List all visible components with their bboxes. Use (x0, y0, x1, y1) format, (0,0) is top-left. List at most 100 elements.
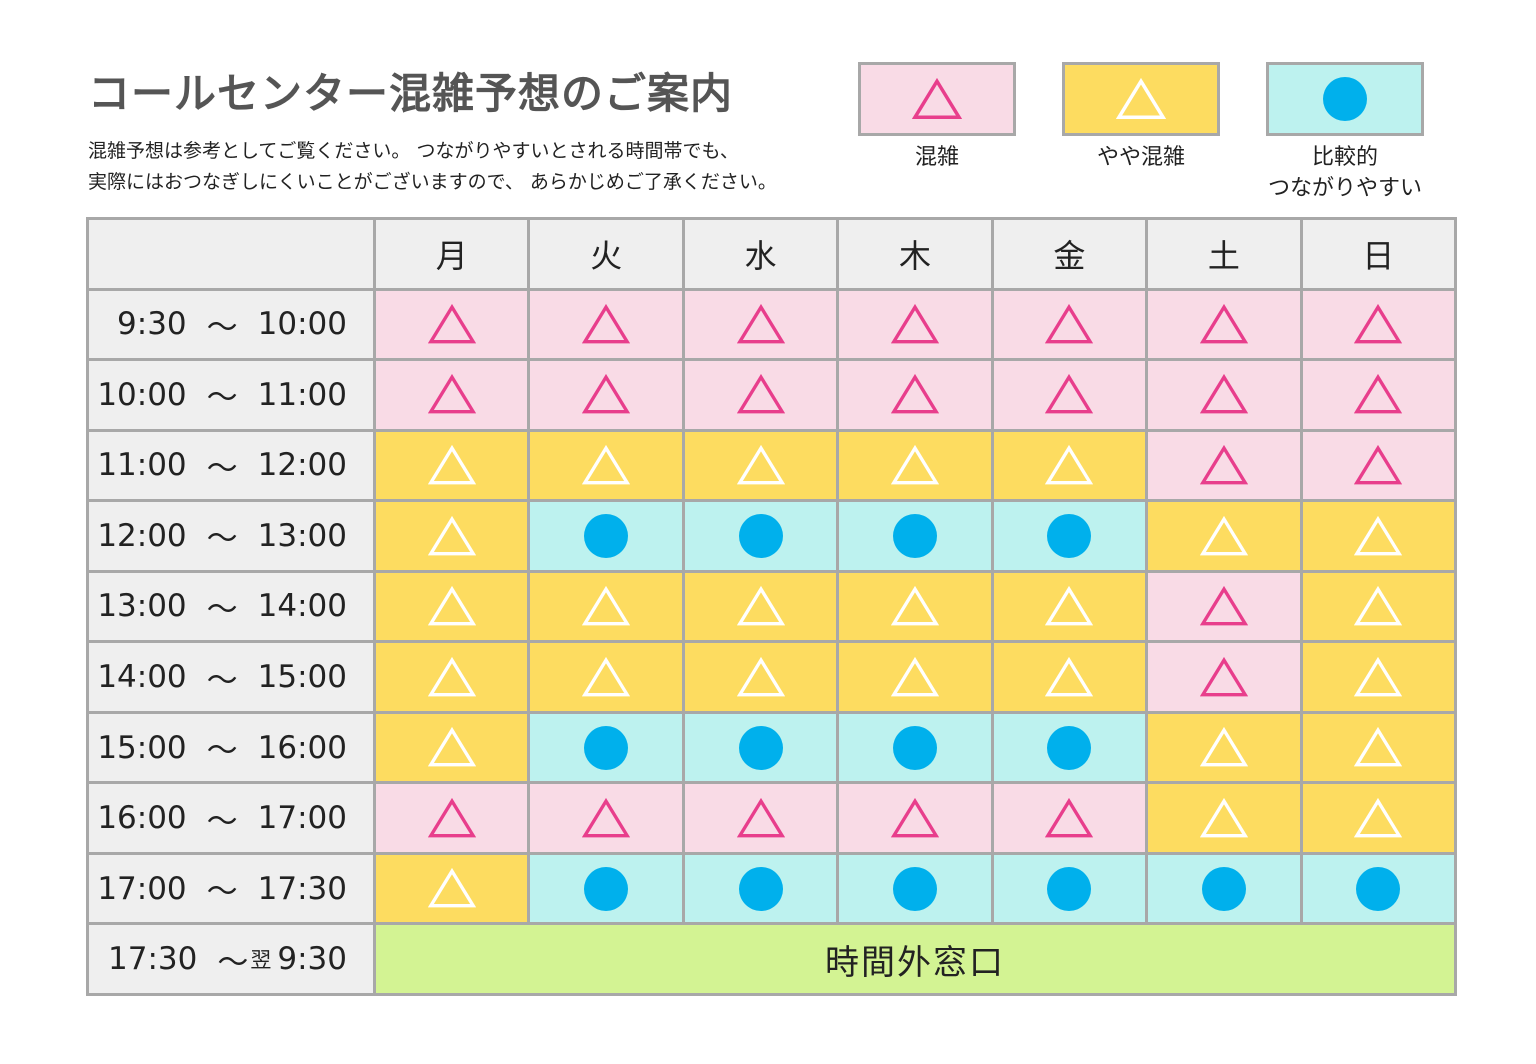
forecast-cell (530, 431, 682, 500)
forecast-cell (530, 361, 682, 429)
forecast-cell (376, 713, 528, 782)
triangle-icon (1199, 445, 1248, 485)
forecast-cell (684, 290, 837, 359)
forecast-cell (530, 713, 682, 782)
triangle-icon (736, 445, 785, 485)
time-end: 10:00 (257, 306, 347, 343)
forecast-cell (1302, 502, 1454, 570)
day-label: 日 (1362, 236, 1395, 275)
day-header: 金 (993, 220, 1146, 288)
triangle-icon (890, 586, 939, 626)
forecast-cell (993, 643, 1146, 711)
triangle-icon (1045, 797, 1094, 838)
time-end: 14:00 (257, 588, 347, 625)
triangle-icon (427, 586, 476, 626)
triangle-icon (890, 303, 939, 344)
forecast-cell (1302, 854, 1454, 923)
forecast-cell (684, 784, 837, 852)
legend-item: 比較的 つながりやすい (1265, 62, 1425, 204)
forecast-cell (993, 290, 1146, 359)
day-label: 月 (435, 236, 468, 275)
header-corner (89, 220, 373, 288)
circle-icon (1047, 725, 1092, 770)
time-separator: 〜 (217, 944, 249, 981)
forecast-cell (993, 784, 1146, 852)
forecast-cell (993, 854, 1146, 923)
triangle-icon (1199, 586, 1248, 626)
forecast-cell (1148, 502, 1300, 570)
time-separator: 〜 (206, 450, 238, 487)
time-slot: 17:30 〜翌 9:30 (89, 925, 373, 993)
forecast-cell (993, 502, 1146, 570)
triangle-icon (427, 797, 476, 838)
time-separator: 〜 (206, 733, 238, 770)
description-line: 混雑予想は参考としてご覧ください。 つながりやすいとされる時間帯でも、 (88, 140, 739, 162)
time-start: 10:00 (97, 376, 187, 413)
triangle-icon (736, 586, 785, 626)
time-end: 12:00 (257, 447, 347, 484)
forecast-cell (530, 290, 682, 359)
schedule-table: 月火水木金土日 9:30 〜 10:00 10:00 〜 11:00 11:00 〜 12:00 1… (86, 217, 1457, 996)
triangle-icon (1199, 656, 1248, 696)
triangle-icon (890, 374, 939, 414)
triangle-icon (582, 656, 631, 696)
triangle-icon (1354, 797, 1403, 838)
forecast-cell (839, 290, 991, 359)
triangle-icon (427, 515, 476, 555)
day-header: 土 (1148, 220, 1300, 288)
triangle-icon (736, 303, 785, 344)
forecast-cell (1302, 290, 1454, 359)
time-start: 16:00 (97, 800, 187, 837)
day-label: 水 (744, 236, 777, 275)
triangle-icon (1354, 586, 1403, 626)
circle-icon (892, 725, 937, 770)
forecast-cell (376, 643, 528, 711)
time-start: 14:00 (97, 659, 187, 696)
forecast-cell (684, 431, 837, 500)
description-line: 実際にはおつなぎしにくいことがございますので、 あらかじめご了承ください。 (88, 171, 777, 193)
triangle-icon (1354, 303, 1403, 344)
time-slot: 13:00 〜 14:00 (89, 572, 373, 641)
circle-icon (738, 866, 783, 911)
forecast-cell (839, 572, 991, 641)
triangle-icon (427, 445, 476, 485)
day-header: 月 (376, 220, 528, 288)
forecast-cell (530, 643, 682, 711)
time-separator: 〜 (206, 521, 238, 558)
time-start: 9:30 (117, 306, 187, 343)
next-day-label: 翌 (250, 948, 272, 973)
legend-label: 比較的 つながりやすい (1267, 145, 1422, 201)
forecast-cell (530, 854, 682, 923)
circle-icon (738, 513, 783, 558)
legend-item: 混雑 (857, 62, 1017, 173)
circle-icon (892, 513, 937, 558)
forecast-cell (1302, 572, 1454, 641)
time-start: 17:30 (108, 941, 198, 978)
forecast-cell (839, 361, 991, 429)
description: 混雑予想は参考としてご覧ください。 つながりやすいとされる時間帯でも、 実際には… (88, 136, 777, 198)
forecast-cell (1148, 854, 1300, 923)
triangle-icon (1354, 515, 1403, 555)
forecast-cell (376, 290, 528, 359)
forecast-cell (376, 431, 528, 500)
time-end: 15:00 (257, 659, 347, 696)
forecast-cell (1302, 643, 1454, 711)
time-end: 16:00 (257, 729, 347, 766)
circle-icon (892, 866, 937, 911)
day-label: 金 (1053, 236, 1086, 275)
forecast-cell (1302, 784, 1454, 852)
triangle-icon (890, 656, 939, 696)
forecast-cell (1302, 431, 1454, 500)
triangle-icon (890, 445, 939, 485)
triangle-icon (582, 374, 631, 414)
time-end: 17:00 (257, 800, 347, 837)
forecast-cell (530, 572, 682, 641)
triangle-icon (427, 303, 476, 344)
day-label: 火 (590, 236, 623, 275)
forecast-cell (1302, 713, 1454, 782)
circle-icon (1201, 866, 1246, 911)
triangle-icon (1045, 445, 1094, 485)
day-label: 土 (1207, 236, 1240, 275)
time-slot: 11:00 〜 12:00 (89, 431, 373, 500)
circle-icon (584, 866, 629, 911)
